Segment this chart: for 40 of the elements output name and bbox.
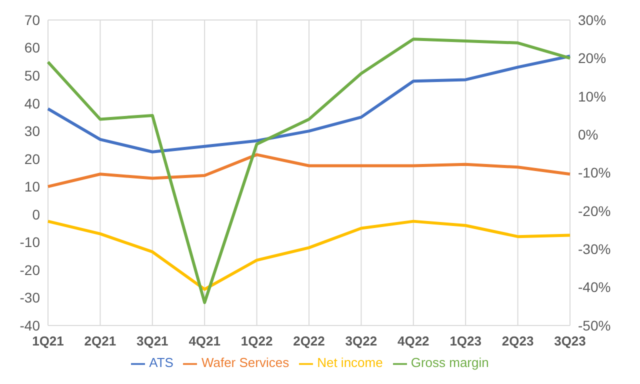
y-tick-label: 50 xyxy=(24,68,40,84)
x-tick-label: 1Q22 xyxy=(240,333,273,348)
y-tick-label: -40 xyxy=(20,317,40,334)
y-tick-label: 40 xyxy=(24,95,40,112)
y-tick-label: -10 xyxy=(20,234,40,250)
x-tick-label: 3Q21 xyxy=(136,333,168,348)
x-tick-label: 4Q21 xyxy=(188,333,221,348)
y2-tick-label: 0% xyxy=(578,126,598,143)
x-tick-label: 3Q22 xyxy=(345,333,378,348)
y-tick-label: 60 xyxy=(24,40,40,56)
y2-tick-label: -50% xyxy=(578,317,611,334)
legend-label: ATS xyxy=(149,355,174,370)
x-tick-label: 2Q23 xyxy=(502,333,534,348)
y-tick-label: 10 xyxy=(24,178,40,195)
y-tick-label: -20 xyxy=(20,262,40,278)
legend-label: Gross margin xyxy=(410,355,489,370)
legend-label: Net income xyxy=(317,355,383,370)
y2-tick-label: -10% xyxy=(578,164,611,181)
x-tick-label: 3Q23 xyxy=(554,333,586,348)
y2-tick-label: 30% xyxy=(578,12,606,28)
y2-tick-label: 20% xyxy=(578,50,606,66)
line-series xyxy=(46,153,572,188)
y2-tick-label: -30% xyxy=(578,241,611,258)
line-series xyxy=(46,220,572,291)
y-tick-label: 0 xyxy=(32,206,40,222)
x-tick-label: 1Q23 xyxy=(450,333,482,348)
line-series xyxy=(46,54,572,154)
y-tick-label: 20 xyxy=(24,150,40,167)
y2-tick-label: 10% xyxy=(578,88,606,104)
x-tick-label: 2Q22 xyxy=(293,333,325,348)
x-tick-label: 2Q21 xyxy=(84,333,116,348)
y2-tick-label: -20% xyxy=(578,202,611,219)
y2-tick-label: -40% xyxy=(578,279,611,296)
x-tick-label: 4Q22 xyxy=(397,333,430,348)
x-tick-label: 1Q21 xyxy=(32,333,64,348)
y-tick-label: 30 xyxy=(24,123,40,140)
legend-label: Wafer Services xyxy=(201,355,290,370)
y-tick-label: -30 xyxy=(20,290,40,306)
y-tick-label: 70 xyxy=(24,12,40,28)
line-series xyxy=(46,38,572,304)
